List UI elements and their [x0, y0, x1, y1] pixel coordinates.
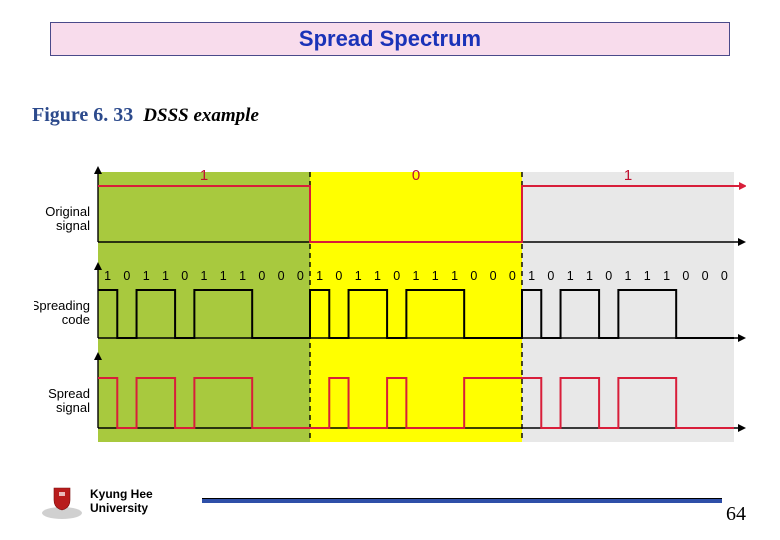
- svg-text:0: 0: [605, 269, 612, 283]
- svg-text:0: 0: [470, 269, 477, 283]
- figure-number: Figure 6. 33: [32, 104, 133, 126]
- svg-text:0: 0: [412, 167, 420, 184]
- university-line1: Kyung Hee: [90, 488, 153, 502]
- svg-text:Spread: Spread: [48, 386, 90, 401]
- university-logo-icon: [40, 486, 84, 520]
- svg-text:1: 1: [413, 269, 420, 283]
- svg-text:0: 0: [335, 269, 342, 283]
- svg-text:1: 1: [624, 167, 632, 184]
- svg-text:1: 1: [586, 269, 593, 283]
- svg-text:1: 1: [200, 167, 208, 184]
- svg-text:1: 1: [220, 269, 227, 283]
- figure-title: DSSS example: [143, 105, 259, 126]
- dsss-diagram: Originalsignal101Spreadingcode1011011100…: [34, 152, 746, 448]
- svg-text:0: 0: [721, 269, 728, 283]
- svg-text:1: 1: [355, 269, 362, 283]
- svg-text:0: 0: [682, 269, 689, 283]
- university-line2: University: [90, 502, 153, 516]
- svg-text:code: code: [62, 312, 90, 327]
- svg-text:0: 0: [181, 269, 188, 283]
- page-number: 64: [726, 503, 746, 526]
- svg-text:1: 1: [528, 269, 535, 283]
- svg-text:0: 0: [393, 269, 400, 283]
- svg-text:signal: signal: [56, 218, 90, 233]
- svg-text:signal: signal: [56, 400, 90, 415]
- svg-text:1: 1: [432, 269, 439, 283]
- svg-text:0: 0: [297, 269, 304, 283]
- page-title: Spread Spectrum: [299, 26, 481, 52]
- svg-text:1: 1: [239, 269, 246, 283]
- svg-text:1: 1: [663, 269, 670, 283]
- svg-text:1: 1: [201, 269, 208, 283]
- svg-text:0: 0: [509, 269, 516, 283]
- university-name: Kyung Hee University: [90, 488, 153, 516]
- svg-text:Original: Original: [45, 204, 90, 219]
- svg-text:1: 1: [316, 269, 323, 283]
- svg-text:1: 1: [625, 269, 632, 283]
- title-bar: Spread Spectrum: [50, 22, 730, 56]
- svg-text:1: 1: [143, 269, 150, 283]
- svg-text:1: 1: [374, 269, 381, 283]
- svg-text:1: 1: [644, 269, 651, 283]
- svg-text:0: 0: [490, 269, 497, 283]
- svg-text:1: 1: [162, 269, 169, 283]
- figure-caption: Figure 6. 33 DSSS example: [32, 104, 259, 127]
- svg-text:Spreading: Spreading: [34, 298, 90, 313]
- svg-text:0: 0: [702, 269, 709, 283]
- svg-text:1: 1: [104, 269, 111, 283]
- svg-text:0: 0: [547, 269, 554, 283]
- svg-text:0: 0: [123, 269, 130, 283]
- svg-text:1: 1: [451, 269, 458, 283]
- svg-text:1: 1: [567, 269, 574, 283]
- svg-text:0: 0: [278, 269, 285, 283]
- footer: Kyung Hee University 64: [40, 486, 750, 526]
- svg-text:0: 0: [258, 269, 265, 283]
- footer-rule: [202, 498, 722, 503]
